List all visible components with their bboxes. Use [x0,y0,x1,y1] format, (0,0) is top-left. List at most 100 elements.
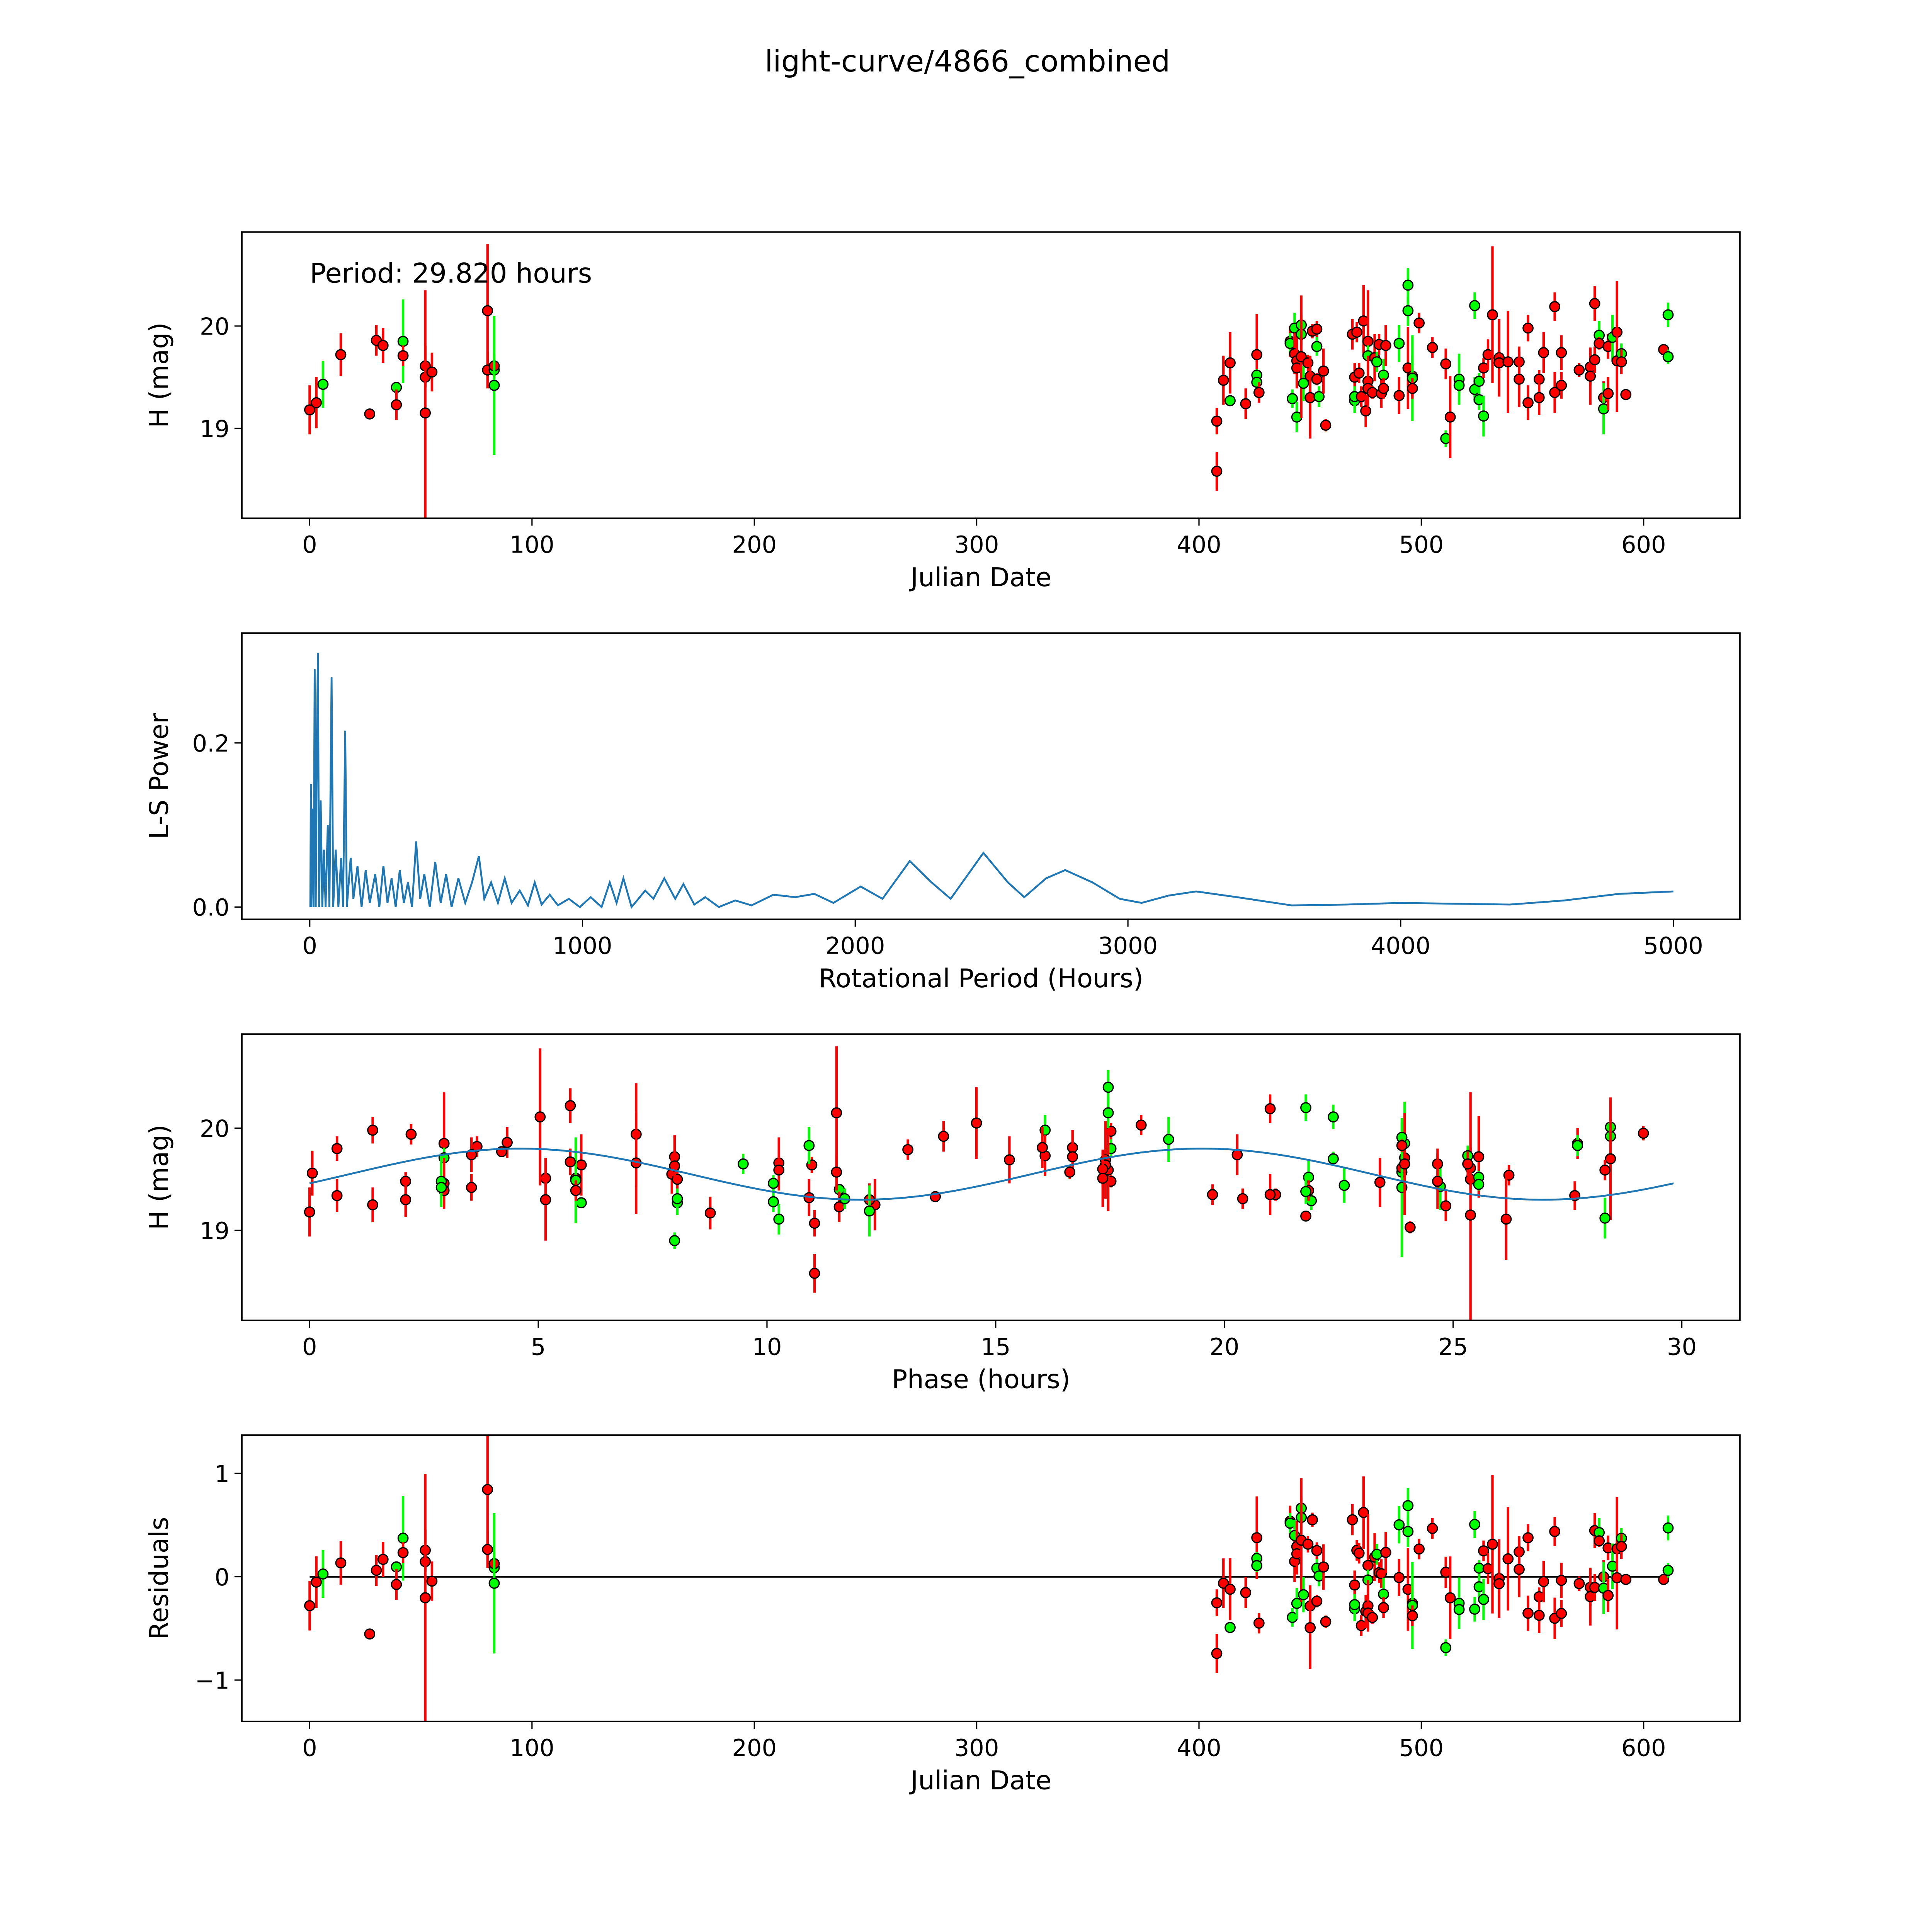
data-point [1253,1617,1265,1629]
observation-red [1367,386,1378,399]
data-point [1251,1560,1262,1571]
data-point [1406,1610,1418,1621]
phased-observation-red [570,1180,582,1201]
residual-red [1522,1595,1534,1631]
observation-red [1556,372,1567,399]
data-point [1573,364,1585,376]
plot-area [304,1435,1674,1721]
residual-red [1311,1542,1323,1559]
data-point [565,1156,576,1168]
phased-observation-red [367,1117,378,1144]
data-point [1478,1545,1489,1556]
data-point [575,1197,587,1209]
data-point [831,1167,842,1178]
residual-red [1616,1534,1627,1559]
data-point [1380,340,1391,351]
data-point [397,1547,409,1558]
data-point [1602,1590,1614,1601]
data-point [1444,1592,1456,1604]
data-point [738,1158,749,1170]
data-point [1402,1500,1414,1511]
data-point [1225,395,1236,406]
data-point [1502,356,1514,367]
phased-observation-red [1067,1141,1078,1172]
data-point [397,336,409,347]
observation-red [1573,363,1585,378]
data-point [1211,466,1223,477]
phased-observation-red [1605,1097,1616,1220]
observation-red [1353,363,1365,384]
data-point [1311,374,1323,385]
residual-green [1469,1597,1480,1622]
data-point [304,1600,315,1611]
data-point [1362,336,1374,347]
x-axis-label: Julian Date [909,562,1052,592]
data-point [1658,1574,1669,1585]
residual-red [1318,1544,1329,1590]
y-tick-label: 0 [214,1564,230,1591]
data-point [397,1532,409,1544]
observation-red [1311,373,1323,386]
observation-red [1304,357,1316,439]
observation-red [1556,335,1567,370]
axes-frame [241,1434,1741,1722]
phased-observation-green [1328,1104,1339,1129]
phased-observation-red [1599,1160,1611,1180]
data-point [1311,1545,1323,1556]
residual-red [1487,1475,1498,1614]
data-point [1349,1579,1361,1591]
data-point [400,1194,412,1206]
data-point [1378,383,1389,394]
phased-observation-red [400,1182,412,1217]
data-point [1360,405,1371,417]
observation-red [1549,292,1560,321]
residual-red [1620,1574,1632,1585]
data-point [1399,1158,1410,1170]
residual-red [335,1541,347,1585]
observation-green [1298,366,1309,401]
phased-observation-green [768,1191,779,1212]
y-tick-label: 20 [200,313,230,340]
data-point [1318,1561,1329,1573]
phased-observation-red [304,1187,315,1237]
data-point [1427,342,1438,353]
observation-red [1351,322,1362,343]
observation-red [1413,313,1425,333]
phased-observation-green [864,1185,875,1237]
phased-observation-green [575,1197,587,1209]
y-tick-label: 20 [200,1116,230,1143]
y-axis-label: H (mag) [144,322,174,428]
phased-observation-green [773,1204,785,1235]
data-point [435,1182,447,1193]
data-point [335,1557,347,1569]
phased-observation-green [435,1177,447,1198]
data-point [1533,392,1545,403]
axes-frame [241,231,1741,519]
phased-observation-red [1003,1136,1015,1184]
data-point [565,1100,576,1111]
residual-red [1367,1611,1378,1624]
phased-observation-red [1231,1134,1243,1175]
data-point [306,1167,318,1179]
residual-green [1662,1563,1674,1578]
observation-green [1478,395,1489,437]
phased-observation-red [938,1121,949,1152]
period-annotation: Period: 29.820 hours [310,257,592,289]
data-point [1662,1565,1674,1576]
data-point [1402,305,1414,316]
data-point [1514,374,1525,385]
data-point [304,404,315,416]
data-point [809,1218,820,1229]
data-point [1338,1180,1350,1191]
data-point [1572,1140,1583,1151]
phased-observation-red [1037,1127,1048,1168]
data-point [1003,1154,1015,1166]
data-point [1413,317,1425,329]
x-tick-label: 400 [1177,1735,1221,1762]
observation-green [1473,373,1485,389]
phased-observation-red [1300,1210,1311,1222]
observation-red [1522,385,1534,420]
x-tick-label: 10 [752,1334,782,1361]
residual-green [1287,1608,1298,1627]
